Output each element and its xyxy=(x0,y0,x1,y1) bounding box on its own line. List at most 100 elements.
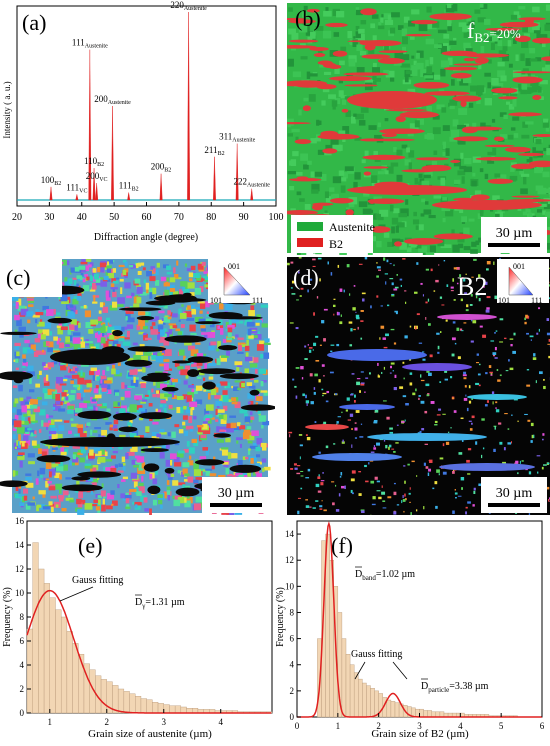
b2-ipf-particle xyxy=(370,305,372,308)
austenite-ipf-grain xyxy=(95,454,100,456)
austenite-ipf-grain xyxy=(59,498,63,501)
b2-ipf-particle xyxy=(453,321,456,323)
austenite-ipf-grain xyxy=(158,311,164,314)
b2-ipf-particle xyxy=(547,318,550,321)
b2-ipf-particle xyxy=(350,414,353,417)
austenite-ipf-grain xyxy=(181,304,183,307)
b2-ipf-particle xyxy=(446,442,449,445)
austenite-ipf-grain xyxy=(107,268,111,272)
austenite-grain xyxy=(334,32,339,37)
austenite-grain xyxy=(390,28,395,34)
b2-ipf-particle xyxy=(410,326,412,328)
austenite-ipf-grain xyxy=(19,398,23,402)
austenite-ipf-grain xyxy=(93,268,97,273)
austenite-grain xyxy=(546,5,550,11)
b2-ipf-particle xyxy=(478,374,481,376)
austenite-ipf-grain xyxy=(64,277,67,281)
b2-ipf-particle xyxy=(333,314,334,316)
austenite-ipf-grain xyxy=(91,346,96,348)
austenite-grain xyxy=(391,226,395,233)
austenite-ipf-grain xyxy=(101,490,106,496)
austenite-ipf-grain xyxy=(97,478,99,480)
b2-ipf-particle xyxy=(383,507,387,508)
xrd-x-tick-label: 50 xyxy=(109,212,119,223)
austenite-ipf-grain xyxy=(74,280,76,285)
austenite-grain xyxy=(480,209,484,216)
ipf-key-111-d: 111 xyxy=(531,296,542,305)
austenite-ipf-grain xyxy=(86,422,90,426)
austenite-ipf-grain xyxy=(115,464,118,467)
b2-ipf-particle xyxy=(472,504,474,506)
b2-ipf-particle xyxy=(331,481,334,482)
panel-letter-b: (b) xyxy=(295,6,321,31)
austenite-grain xyxy=(373,35,377,41)
b2-ipf-particle xyxy=(412,461,415,462)
austenite-ipf-grain xyxy=(59,343,64,349)
b2-ipf-particle xyxy=(385,273,388,274)
austenite-grain xyxy=(474,9,480,13)
austenite-ipf-grain xyxy=(256,454,260,457)
b2-region-dark xyxy=(144,463,159,471)
b2-ipf-particle xyxy=(405,302,406,304)
austenite-grain xyxy=(538,87,542,93)
b2-ipf-particle xyxy=(317,476,320,479)
austenite-grain xyxy=(425,201,428,204)
b2-band xyxy=(289,40,319,43)
b2-ipf-particle xyxy=(425,384,429,386)
b2-ipf-particle xyxy=(547,487,550,490)
b2-ipf-particle xyxy=(331,272,333,275)
austenite-ipf-grain xyxy=(198,301,205,303)
austenite-ipf-grain xyxy=(194,503,201,510)
b2-ipf-particle xyxy=(384,367,385,370)
b2-ipf-particle xyxy=(317,296,318,298)
austenite-ipf-grain xyxy=(144,508,149,511)
austenite-ipf-grain xyxy=(183,406,186,409)
hist-x-tick-label: 5 xyxy=(499,721,504,731)
b2-ipf-particle xyxy=(330,351,332,352)
austenite-ipf-grain xyxy=(98,499,101,504)
austenite-grain xyxy=(362,159,366,163)
b2-ipf-particle xyxy=(461,477,464,480)
austenite-ipf-grain xyxy=(167,480,170,485)
austenite-grain xyxy=(415,120,420,127)
hist-y-tick-label: 0 xyxy=(290,712,295,722)
b2-region-dark xyxy=(77,411,111,419)
b2-ipf-particle xyxy=(321,480,325,481)
b2-ipf-particle xyxy=(493,262,494,265)
b2-band xyxy=(429,13,471,20)
b2-ipf-particle xyxy=(525,315,528,318)
b2-ipf-particle xyxy=(425,444,428,445)
b2-region-dark xyxy=(163,294,197,302)
austenite-ipf-grain xyxy=(135,504,137,508)
austenite-ipf-grain xyxy=(207,332,215,338)
b2-ipf-particle xyxy=(383,257,385,260)
b2-band xyxy=(434,233,473,239)
b2-band xyxy=(318,61,333,65)
b2-ipf-particle xyxy=(310,373,313,376)
austenite-ipf-grain xyxy=(65,336,70,342)
austenite-ipf-grain xyxy=(58,495,64,499)
b2-band xyxy=(424,91,469,96)
histogram-bar xyxy=(33,543,39,713)
b2-ipf-particle xyxy=(323,338,326,341)
b2-ipf-particle xyxy=(510,344,512,346)
austenite-grain xyxy=(454,180,460,184)
austenite-ipf-grain xyxy=(184,497,186,502)
b2-ipf-particle xyxy=(353,329,356,330)
austenite-grain xyxy=(494,173,500,177)
austenite-ipf-grain xyxy=(259,415,266,421)
austenite-ipf-grain xyxy=(237,352,243,354)
austenite-ipf-grain xyxy=(63,465,67,471)
austenite-grain xyxy=(443,125,450,131)
austenite-grain xyxy=(354,172,360,179)
histogram-bar xyxy=(130,694,136,713)
austenite-grain xyxy=(518,84,521,92)
xrd-peak-label: 111Austenite xyxy=(72,38,108,50)
austenite-ipf-grain xyxy=(52,447,58,449)
austenite-ipf-grain xyxy=(153,268,156,272)
b2-ipf-particle xyxy=(455,343,456,344)
austenite-ipf-grain xyxy=(22,442,25,447)
b2-ipf-particle xyxy=(373,447,376,449)
austenite-ipf-grain xyxy=(182,484,185,488)
b2-ipf-particle xyxy=(322,472,324,473)
